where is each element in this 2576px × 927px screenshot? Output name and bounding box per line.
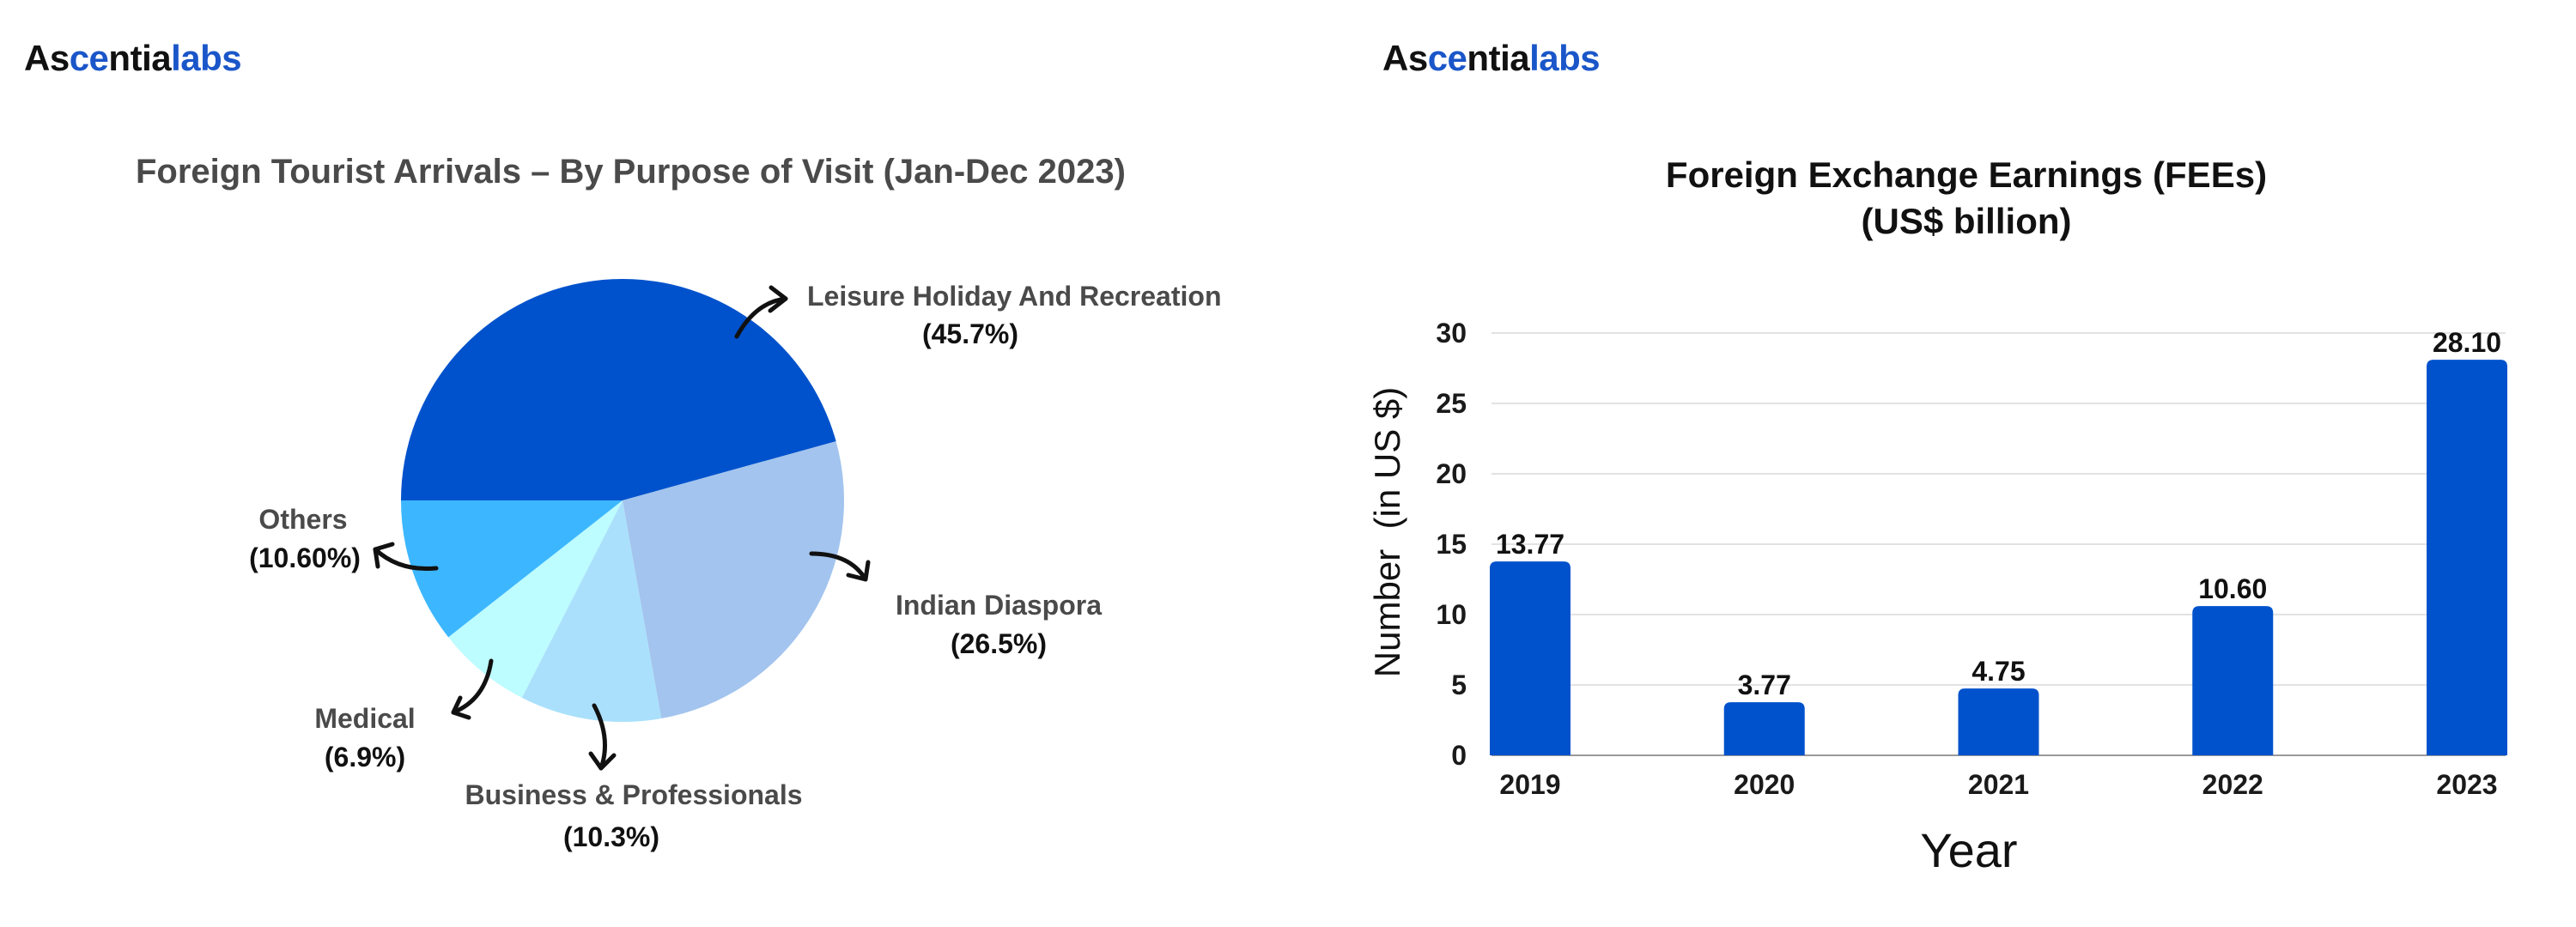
pie-pct-others: (10.60%) [249,542,361,573]
logo-text-3: ntia [1467,38,1530,78]
bar-title-line2: (US$ billion) [1862,201,2072,241]
pie-slices [401,279,844,722]
x-tick-label: 2023 [2436,769,2497,800]
bar-y-ticks: 0 5 10 15 20 25 30 [1436,318,1467,771]
bar-value-label: 13.77 [1496,529,1564,560]
logo-text-1: As [1382,38,1428,78]
pie-label-medical: Medical [314,703,415,734]
y-tick-label: 30 [1436,318,1467,348]
x-axis-title: Year [1920,823,2017,877]
arrow-business [592,703,607,771]
arrow-others-head [373,542,395,569]
pie-panel: Ascentialabs Foreign Tourist Arrivals – … [24,38,1221,852]
bar-value-label: 4.75 [1971,656,2025,687]
arrow-diaspora [809,551,868,582]
arrow-business-head [588,751,617,771]
arrow-diaspora-head [846,560,871,582]
bar-2022 [2192,606,2274,755]
logo-text-4: labs [1529,38,1601,78]
pie-slice-3 [448,500,623,698]
pie-pct-leisure: (45.7%) [922,318,1018,349]
bar-x-ticks: 2019 2020 2021 2022 2023 [1499,769,2497,800]
pie-label-others: Others [258,504,347,535]
pie-slice-1 [623,441,844,719]
x-tick-label: 2022 [2202,769,2263,800]
pie-pct-diaspora: (26.5%) [951,628,1047,659]
pie-slice-2 [521,500,662,722]
pie-label-diaspora: Indian Diaspora [896,590,1102,621]
logo-text-2: ce [69,38,109,78]
logo-text-2: ce [1427,38,1467,78]
y-tick-label: 25 [1436,388,1467,419]
pie-pct-business: (10.3%) [563,821,659,852]
logo-text-1: As [24,38,70,78]
pie-slice-4 [401,500,623,638]
y-axis-title: Number (in US $) [1367,387,1407,677]
arrow-medical-head [451,695,471,720]
bar-panel: Ascentialabs Foreign Exchange Earnings (… [1288,0,2576,927]
bar-title-line1: Foreign Exchange Earnings (FEEs) [1666,154,2267,195]
bar-chart: Foreign Exchange Earnings (FEEs) (US$ bi… [1367,154,2507,877]
logo: Ascentialabs [1382,38,1601,79]
pie-pct-medical: (6.9%) [325,742,405,772]
bar-value-label: 3.77 [1738,670,1791,700]
bar-bars [1490,360,2507,755]
pie-label-leisure: Leisure Holiday And Recreation [807,281,1221,312]
bar-value-label: 28.10 [2433,327,2501,358]
y-tick-label: 20 [1436,458,1467,489]
y-tick-label: 5 [1451,670,1467,700]
logo: Ascentialabs [24,38,242,79]
pie-label-business: Business & Professionals [465,779,802,810]
pie-chart: Foreign Tourist Arrivals – By Purpose of… [136,153,1221,852]
arrow-leisure-head [768,285,788,313]
y-tick-label: 0 [1451,740,1467,771]
pie-title: Foreign Tourist Arrivals – By Purpose of… [136,153,1126,191]
bar-2020 [1723,702,1805,755]
bar-2021 [1958,688,2039,755]
y-tick-label: 10 [1436,599,1467,630]
x-tick-label: 2020 [1734,769,1795,800]
logo-text-4: labs [171,38,242,78]
x-tick-label: 2021 [1968,769,2029,800]
bar-data-labels: 13.77 3.77 4.75 10.60 28.10 [1496,327,2501,700]
arrow-others [373,547,439,572]
pie-slice-0 [401,279,836,500]
x-tick-label: 2019 [1499,769,1560,800]
arrow-leisure [734,296,788,339]
bar-2023 [2427,360,2507,755]
y-tick-label: 15 [1436,529,1467,560]
logo-text-3: ntia [108,38,172,78]
arrow-medical [451,658,494,715]
bar-2019 [1490,561,1571,755]
bar-value-label: 10.60 [2198,573,2267,604]
